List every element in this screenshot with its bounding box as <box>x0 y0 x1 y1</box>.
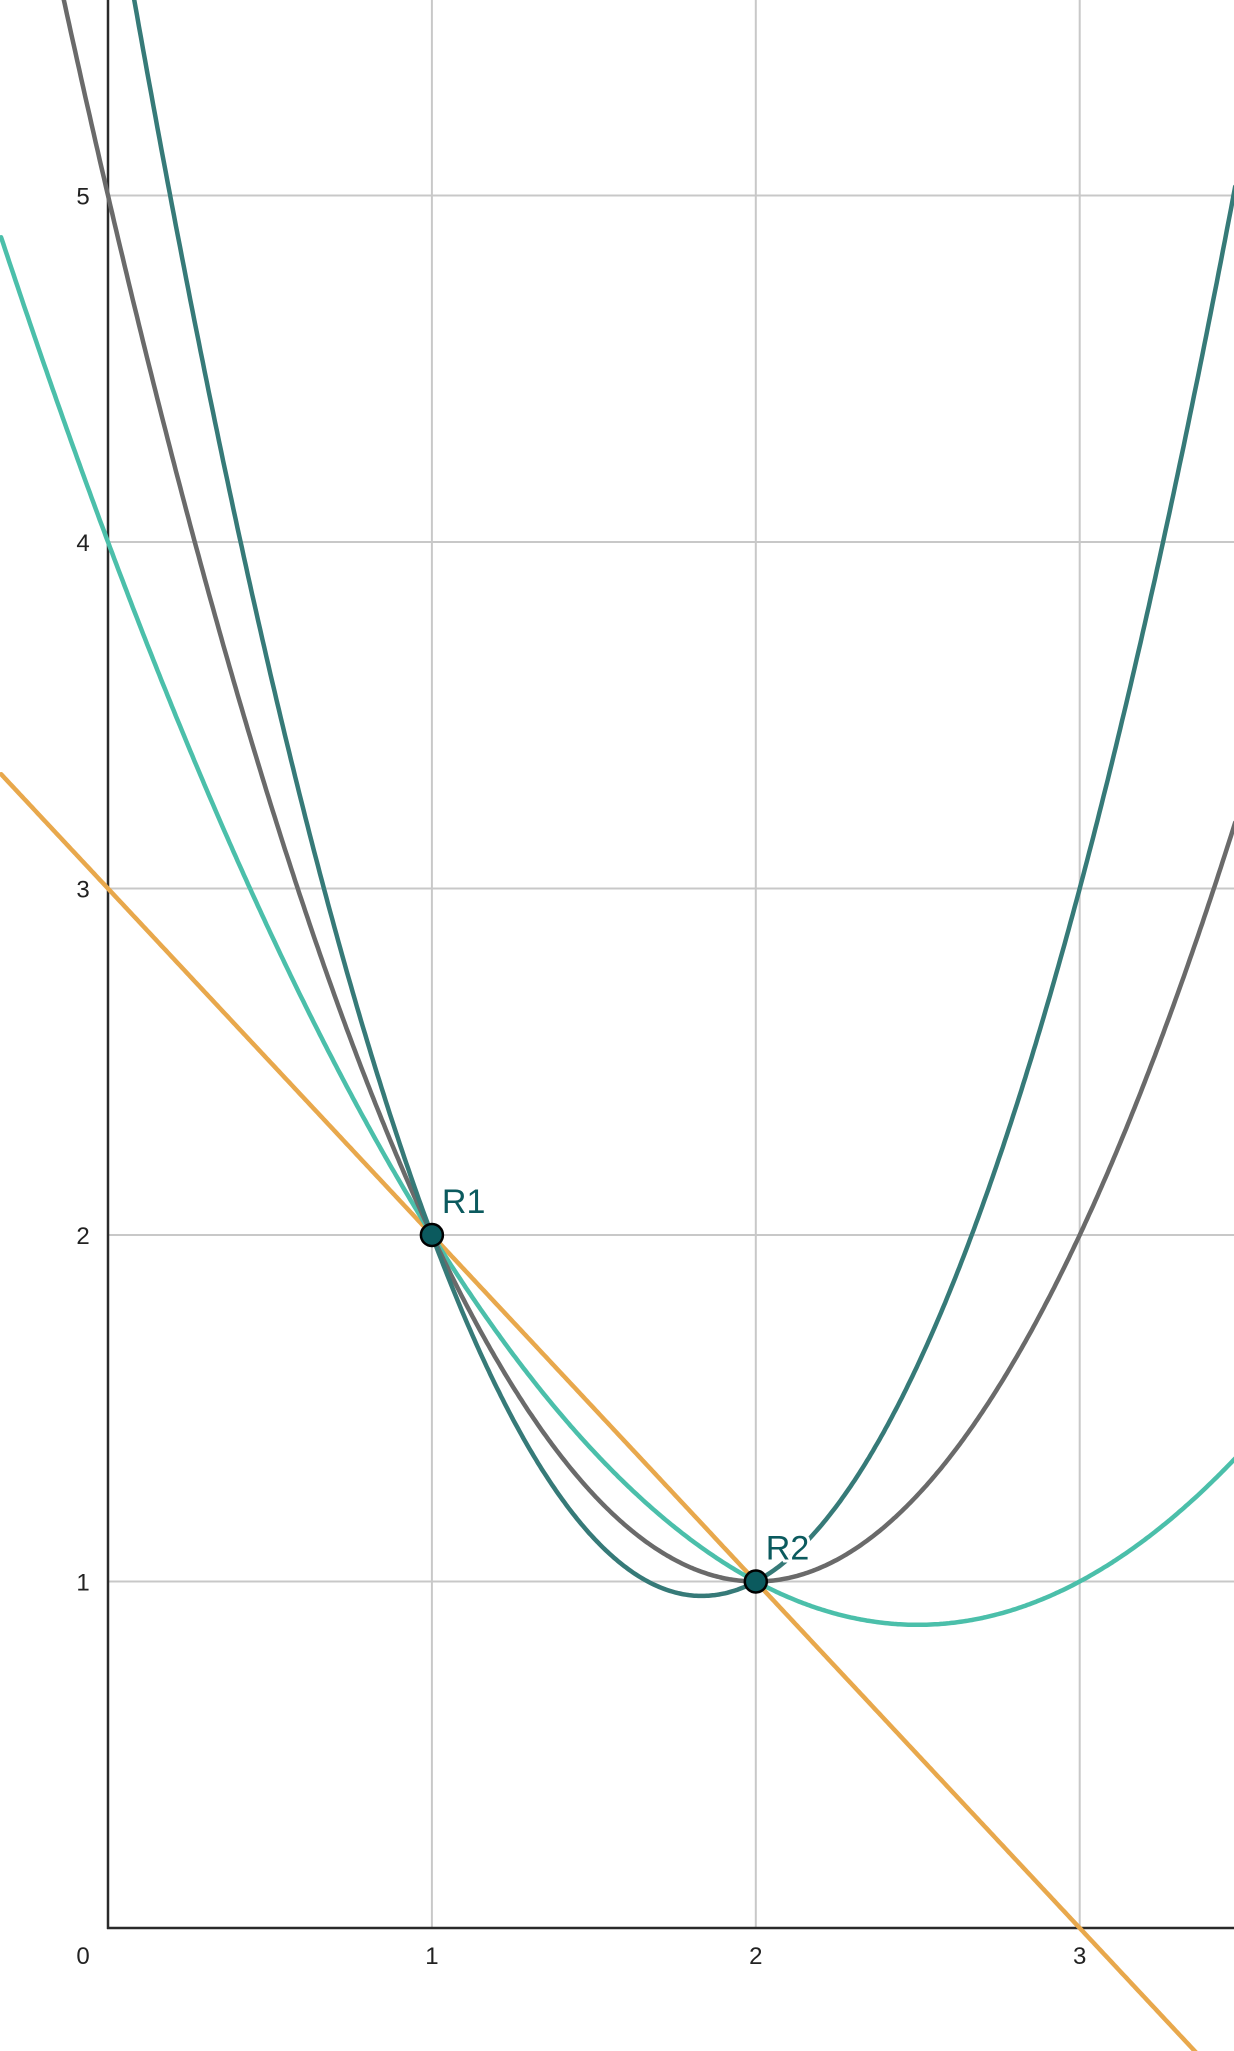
y-tick-label: 4 <box>76 530 89 557</box>
y-tick-label: 3 <box>76 877 89 904</box>
curve-2 <box>0 235 1234 1628</box>
point-label-r1: R1 <box>442 1183 485 1221</box>
x-tick-label: 2 <box>749 1943 762 1970</box>
point-r1 <box>419 1222 445 1248</box>
x-tick-label: 0 <box>76 1943 89 1970</box>
y-tick-label: 5 <box>76 184 89 211</box>
x-tick-label: 1 <box>425 1943 438 1970</box>
tick-labels: 0 1 2 3 1 2 3 4 5 <box>76 184 1086 1971</box>
point-r2 <box>743 1569 769 1594</box>
x-tick-label: 3 <box>1073 1943 1086 1970</box>
curve-1 <box>0 771 1198 2051</box>
axes <box>106 0 1234 1930</box>
point-label-r2: R2 <box>766 1530 809 1568</box>
grid <box>108 0 1234 1928</box>
y-tick-label: 1 <box>76 1570 89 1597</box>
curve-3 <box>61 0 1234 1584</box>
curve-4 <box>131 0 1234 1599</box>
y-tick-label: 2 <box>76 1223 89 1250</box>
points: R1 R2 <box>419 1180 812 1594</box>
